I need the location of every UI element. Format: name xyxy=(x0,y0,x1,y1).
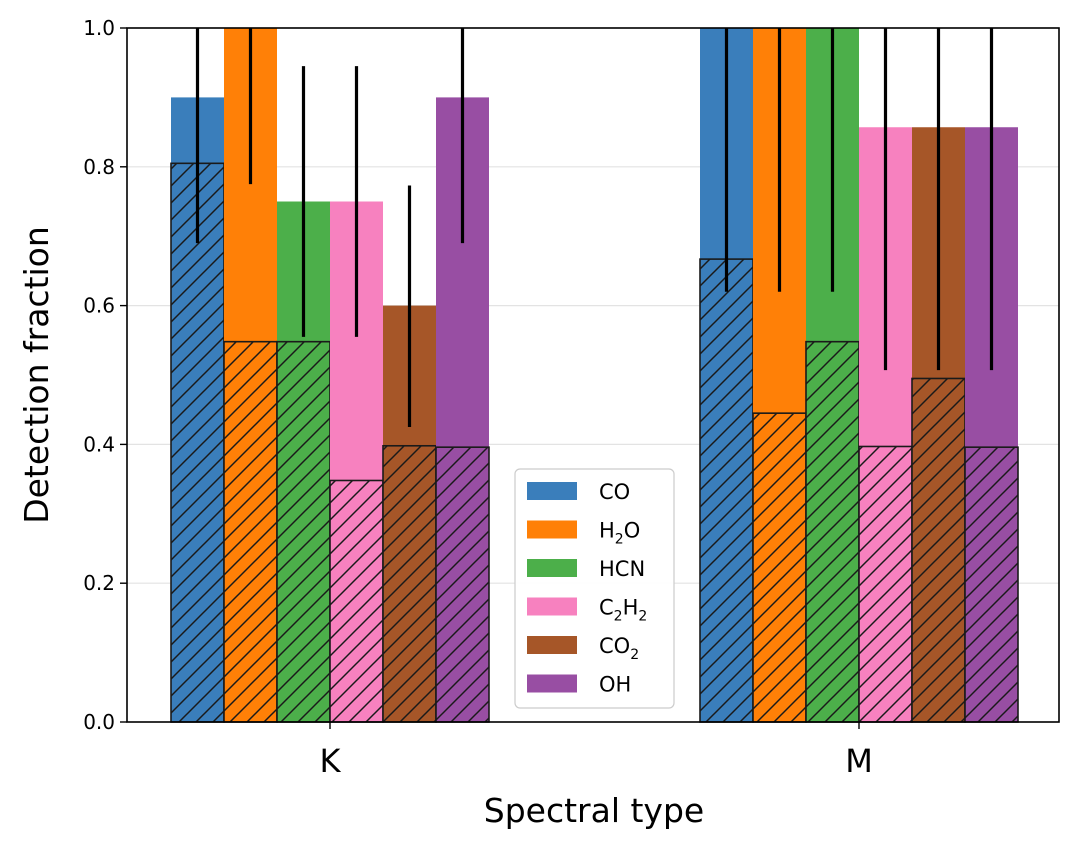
legend-label: HCN xyxy=(599,557,645,581)
y-tick-label: 0.6 xyxy=(83,294,115,318)
y-axis-title: Detection fraction xyxy=(17,226,56,524)
legend-label: H2O xyxy=(599,519,640,548)
legend-frame xyxy=(514,468,675,709)
y-tick-label: 0.8 xyxy=(83,155,115,179)
bar-hcn-k-hatch-overlay xyxy=(276,340,331,723)
x-tick-label-k: K xyxy=(320,742,342,780)
bar-h2o-k-hatch-overlay xyxy=(223,340,278,723)
y-tick-label: 0.4 xyxy=(83,432,115,456)
bar-co-m-hatch-overlay xyxy=(699,258,754,723)
legend-swatch xyxy=(527,520,577,539)
y-tick-label: 1.0 xyxy=(83,16,115,40)
legend-label: OH xyxy=(599,673,631,697)
legend-label: CO xyxy=(599,480,630,504)
bar-co2-m-hatch-overlay xyxy=(911,377,966,723)
bar-oh-m-hatch-overlay xyxy=(964,446,1019,723)
error-bars xyxy=(195,28,994,428)
legend-swatch xyxy=(527,674,577,693)
legend-label-part: CO xyxy=(599,480,630,504)
legend-swatch xyxy=(527,636,577,654)
legend-label-subscript: 2 xyxy=(630,647,639,663)
legend-label-part: H xyxy=(599,519,615,543)
y-tick-label: 0.0 xyxy=(83,710,115,734)
legend-label-subscript: 2 xyxy=(615,532,624,548)
legend-label: C2H2 xyxy=(599,596,647,625)
legend-label-part: C xyxy=(599,596,614,620)
legend-label-part: O xyxy=(624,519,641,543)
y-tick-label: 0.2 xyxy=(83,571,115,595)
x-axis-title: Spectral type xyxy=(484,791,704,830)
legend-swatch xyxy=(527,559,577,577)
legend-label-part: HCN xyxy=(599,557,645,581)
legend-label-part: OH xyxy=(599,673,631,697)
legend-label-subscript: 2 xyxy=(638,609,647,625)
bar-co2-k-hatch-overlay xyxy=(382,444,437,723)
legend-label-part: H xyxy=(623,596,639,620)
legend-label-subscript: 2 xyxy=(614,609,623,625)
bar-oh-k-hatch-overlay xyxy=(435,446,490,723)
legend-swatch xyxy=(527,597,577,616)
legend-label: CO2 xyxy=(599,634,639,663)
bar-c2h-k-hatch-overlay xyxy=(329,479,384,723)
bar-h2o-m-hatch-overlay xyxy=(752,412,807,723)
axis-ticks: 0.0 0.2 0.4 0.6 0.8 1.0 K M xyxy=(83,16,873,780)
plot-frame xyxy=(126,27,1060,723)
legend-label-part: CO xyxy=(599,634,630,658)
bars xyxy=(170,28,1019,723)
bar-hcn-m-hatch-overlay xyxy=(805,340,860,723)
legend-swatch xyxy=(527,482,577,500)
bar-co-k-hatch-overlay xyxy=(170,162,225,723)
bar-c2h-m-hatch-overlay xyxy=(858,445,913,723)
x-tick-label-m: M xyxy=(845,742,873,780)
